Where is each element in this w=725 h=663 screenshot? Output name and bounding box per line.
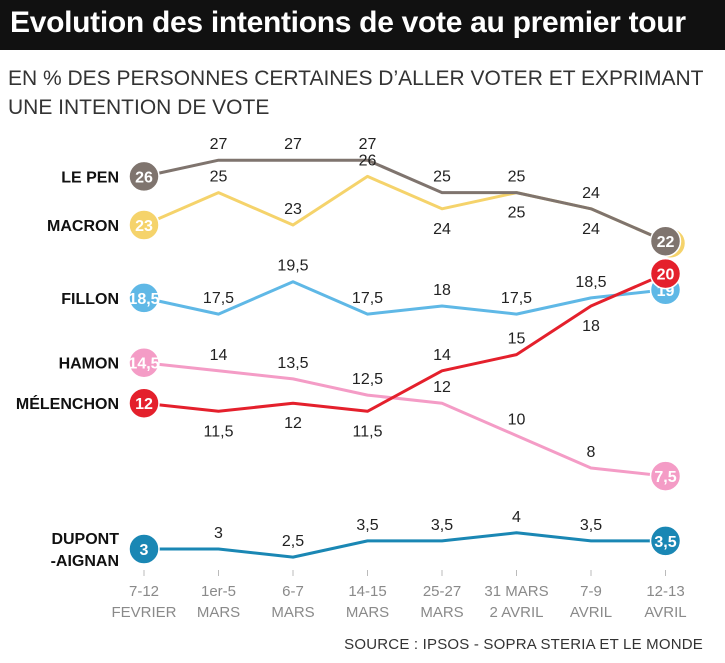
value-label: 19,5 — [277, 258, 308, 275]
badge-label: 20 — [657, 267, 675, 284]
value-label: 15 — [508, 331, 526, 348]
value-label: 12 — [284, 415, 302, 432]
badge-label: 3 — [140, 542, 149, 559]
badge-hamon — [128, 346, 160, 379]
value-label: 26 — [359, 152, 377, 169]
x-tick-label: 12-13 — [646, 583, 684, 600]
badge-label: 3,5 — [654, 534, 676, 551]
badge-melenchon — [649, 257, 682, 290]
x-tick-label: 7-9 — [580, 583, 602, 600]
x-tick-label: 2 AVRIL — [490, 604, 544, 621]
x-tick-label: 6-7 — [282, 583, 304, 600]
x-axis: 7-12 FEVRIER 1er-5 MARS 6-7 MARS 14-15 MARS 25-2… — [111, 570, 687, 621]
series-line-melenchon — [143, 272, 667, 413]
x-tick-label: AVRIL — [644, 604, 686, 621]
badge-label: 14,5 — [128, 356, 159, 373]
value-label: 27 — [359, 136, 377, 153]
badge-dupont-aignan — [128, 533, 160, 565]
value-label: 14 — [210, 347, 228, 364]
x-tick-label: 31 MARS — [484, 583, 548, 600]
series-line-hamon — [143, 361, 666, 478]
badge-le-pen — [128, 160, 160, 193]
badge-le-pen — [649, 225, 682, 257]
value-label: 25 — [433, 169, 451, 186]
series-name: HAMON — [59, 356, 119, 373]
value-label: 27 — [284, 136, 302, 153]
value-label: 25 — [508, 169, 526, 186]
value-label: 17,5 — [501, 290, 532, 307]
series-name: FILLON — [61, 291, 119, 308]
value-label: 18 — [433, 282, 451, 299]
series-line-le-pen — [143, 158, 667, 243]
value-label: 17,5 — [352, 290, 383, 307]
value-label: 2,5 — [282, 533, 304, 550]
x-tick-label: 7-12 — [129, 583, 159, 600]
value-label: 3,5 — [356, 517, 378, 534]
value-label: 23 — [284, 201, 302, 218]
value-label: 12,5 — [352, 371, 383, 388]
value-label: 24 — [582, 221, 600, 238]
x-tick-label: MARS — [271, 604, 314, 621]
badge-melenchon — [128, 387, 160, 419]
value-label: 12 — [433, 379, 451, 396]
badge-label: 12 — [135, 396, 153, 413]
series-name: MÉLENCHON — [16, 394, 119, 413]
series-names: LE PEN MACRON FILLON HAMON MÉLENCHON DUPONT -A… — [16, 169, 119, 570]
source-note: SOURCE : IPSOS - SOPRA STERIA ET LE MOND… — [344, 636, 703, 653]
value-label: 13,5 — [277, 355, 308, 372]
value-label: 27 — [210, 136, 228, 153]
badge-dupont-aignan — [649, 525, 682, 557]
value-label: 17,5 — [203, 290, 234, 307]
series-name: MACRON — [47, 218, 119, 235]
badge-label: 22 — [657, 234, 675, 251]
title-bar: Evolution des intentions de vote au prem… — [0, 0, 725, 50]
value-label: 11,5 — [204, 423, 234, 440]
series-line-fillon — [143, 280, 666, 316]
series-name: LE PEN — [61, 169, 119, 186]
series-lines — [143, 158, 667, 559]
value-label: 8 — [587, 444, 596, 461]
x-tick-label: AVRIL — [570, 604, 612, 621]
series-line-dupont-aignan — [144, 531, 666, 559]
badge-label: 23 — [135, 218, 153, 235]
value-label: 24 — [582, 185, 600, 202]
value-label: 11,5 — [353, 423, 383, 440]
badge-hamon — [649, 460, 682, 492]
x-tick-label: 25-27 — [423, 583, 461, 600]
value-label: 25 — [508, 205, 526, 222]
badge-label: 18,5 — [128, 291, 159, 308]
value-label: 3,5 — [580, 517, 602, 534]
x-tick-label: MARS — [420, 604, 463, 621]
value-label: 4 — [512, 509, 521, 526]
badge-fillon — [128, 282, 160, 314]
value-label: 25 — [210, 169, 228, 186]
badge-label: 26 — [135, 169, 153, 186]
badge-macron — [128, 209, 160, 241]
series-name: -AIGNAN — [51, 553, 119, 570]
value-labels: 27 27 27 25 25 24 25 23 26 24 25 24 17,5 19,5 17,5 18 17… — [203, 136, 607, 550]
chart-title: Evolution des intentions de vote au prem… — [10, 6, 686, 39]
value-label: 18,5 — [575, 274, 606, 291]
badge-label: 7,5 — [654, 469, 676, 486]
value-label: 18 — [582, 318, 600, 335]
x-tick-label: FEVRIER — [111, 604, 176, 621]
value-label: 14 — [433, 347, 451, 364]
value-label: 3 — [214, 525, 223, 542]
value-label: 24 — [433, 221, 451, 238]
x-tick-label: 1er-5 — [201, 583, 236, 600]
x-tick-label: MARS — [346, 604, 389, 621]
series-name: DUPONT — [51, 531, 119, 548]
x-tick-label: MARS — [197, 604, 240, 621]
value-label: 10 — [508, 412, 526, 429]
x-tick-label: 14-15 — [348, 583, 386, 600]
value-label: 3,5 — [431, 517, 453, 534]
chart-subtitle: EN % DES PERSONNES CERTAINES D’ALLER VOT… — [8, 67, 704, 119]
